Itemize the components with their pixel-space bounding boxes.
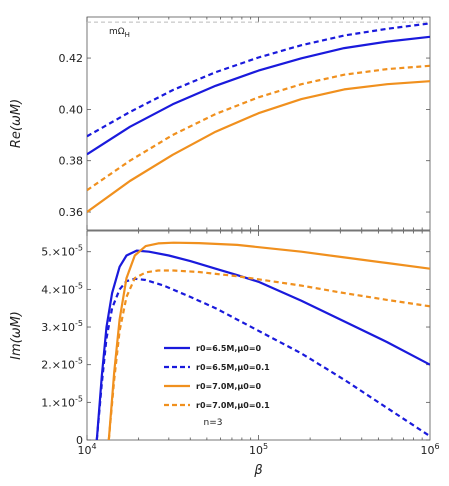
bottom-ytick-label: 0 bbox=[76, 434, 83, 447]
bottom-ytick-label: 4.×10-5 bbox=[41, 281, 83, 296]
bottom-panel: 0 1.×10-5 2.×10-5 3.×10-5 4.×10-5 5.×10-5 104 1… bbox=[9, 230, 440, 478]
bottom-ytick-label: 2.×10-5 bbox=[41, 357, 83, 372]
top-ytick-label: 0.38 bbox=[59, 155, 84, 168]
bottom-series-line bbox=[95, 277, 430, 440]
top-series-line bbox=[87, 22, 430, 138]
bottom-series-group bbox=[95, 241, 430, 440]
bottom-xtick-label: 105 bbox=[249, 442, 268, 457]
bottom-series-line bbox=[107, 241, 430, 440]
legend-label: r0=7.0M,μ0=0 bbox=[196, 382, 262, 391]
top-ylabel: Re(ωM) bbox=[9, 99, 24, 148]
top-series-line bbox=[87, 80, 430, 213]
top-series-group bbox=[87, 22, 430, 213]
legend-label: r0=6.5M,μ0=0 bbox=[196, 344, 262, 353]
top-ytick-label: 0.40 bbox=[59, 103, 84, 116]
bottom-ytick-label: 1.×10-5 bbox=[41, 394, 83, 409]
legend-label: r0=7.0M,μ0=0.1 bbox=[196, 401, 270, 410]
bottom-series-line bbox=[107, 269, 430, 440]
top-ytick-label: 0.42 bbox=[59, 52, 84, 65]
bottom-series-line bbox=[95, 249, 430, 440]
bottom-ytick-label: 5.×10-5 bbox=[41, 244, 83, 259]
bottom-xlabel: β bbox=[253, 463, 262, 478]
reference-line-label: mΩH bbox=[109, 27, 130, 39]
bottom-ylabel: Im(ωM) bbox=[9, 311, 24, 360]
top-ytick-label: 0.36 bbox=[59, 206, 84, 219]
top-series-line bbox=[87, 35, 430, 156]
annotation-n: n=3 bbox=[204, 418, 223, 428]
top-series-line bbox=[87, 64, 430, 192]
bottom-ytick-label: 3.×10-5 bbox=[41, 319, 83, 334]
legend-label: r0=6.5M,μ0=0.1 bbox=[196, 363, 270, 372]
bottom-xtick-label: 104 bbox=[77, 442, 96, 457]
bottom-xtick-label: 106 bbox=[420, 442, 439, 457]
top-panel: 0.36 0.38 0.40 0.42 mΩH Re(ωM) bbox=[9, 16, 431, 231]
legend: r0=6.5M,μ0=0 r0=6.5M,μ0=0.1 r0=7.0M,μ0=0 r0… bbox=[164, 344, 270, 410]
